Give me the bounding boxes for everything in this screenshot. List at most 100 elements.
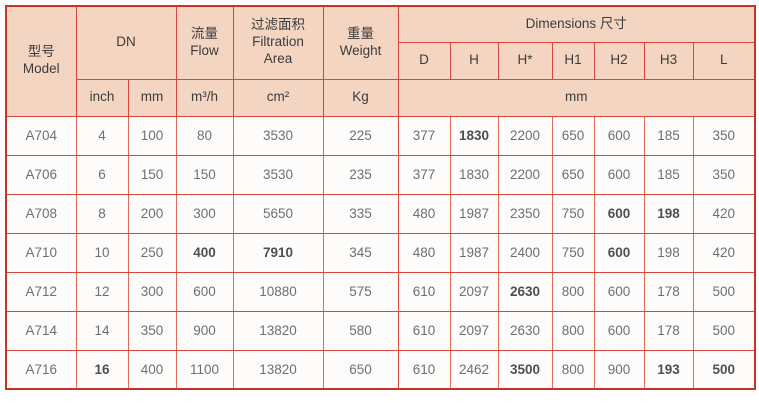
- header-model: 型号 Model: [5, 5, 77, 117]
- header-row-3: inch mm m³/h cm² Kg mm: [6, 78, 756, 117]
- unit-flow: m³/h: [175, 78, 234, 117]
- value-cell: 225: [322, 115, 399, 156]
- value-cell: 300: [175, 193, 234, 234]
- value-cell: 185: [643, 154, 694, 195]
- value-cell: 200: [127, 193, 177, 234]
- value-cell: 300: [127, 271, 177, 312]
- model-cell: A710: [5, 232, 77, 273]
- value-cell: 2400: [497, 232, 553, 273]
- value-cell: 1987: [449, 193, 499, 234]
- value-cell: 480: [397, 232, 451, 273]
- value-cell: 2200: [497, 115, 553, 156]
- value-cell: 900: [593, 349, 645, 390]
- table-row: A706 6 150 150 3530 235 377 1830 2200 650 600 185 3…: [5, 154, 756, 195]
- value-cell: 7910: [232, 232, 324, 273]
- model-cell: A706: [5, 154, 77, 195]
- value-cell: 650: [322, 349, 399, 390]
- value-cell: 600: [593, 232, 645, 273]
- value-cell: 377: [397, 115, 451, 156]
- value-cell: 1987: [449, 232, 499, 273]
- value-cell: 580: [322, 310, 399, 351]
- value-cell: 100: [127, 115, 177, 156]
- value-cell: 900: [175, 310, 234, 351]
- value-cell: 10: [75, 232, 129, 273]
- header-model-en: Model: [22, 61, 60, 77]
- value-cell: 250: [127, 232, 177, 273]
- unit-area: cm²: [232, 78, 324, 117]
- value-cell: 178: [643, 271, 694, 312]
- value-cell: 2200: [497, 154, 553, 195]
- value-cell: 600: [593, 271, 645, 312]
- value-cell: 193: [643, 349, 694, 390]
- value-cell: 420: [692, 232, 756, 273]
- table-row: A708 8 200 300 5650 335 480 1987 2350 750 600 198 4…: [5, 193, 756, 234]
- value-cell: 6: [75, 154, 129, 195]
- unit-weight: Kg: [322, 78, 399, 117]
- value-cell: 600: [593, 193, 645, 234]
- value-cell: 2350: [497, 193, 553, 234]
- model-cell: A716: [5, 349, 77, 390]
- header-weight-en: Weight: [339, 42, 382, 58]
- header-filtration-en2: Area: [263, 51, 293, 67]
- value-cell: 600: [593, 115, 645, 156]
- unit-dimensions: mm: [397, 78, 756, 117]
- value-cell: 13820: [232, 310, 324, 351]
- value-cell: 5650: [232, 193, 324, 234]
- value-cell: 575: [322, 271, 399, 312]
- value-cell: 420: [692, 193, 756, 234]
- value-cell: 600: [175, 271, 234, 312]
- table-row: A712 12 300 600 10880 575 610 2097 2630 800 600 17…: [5, 271, 756, 312]
- value-cell: 4: [75, 115, 129, 156]
- value-cell: 150: [175, 154, 234, 195]
- header-dim-d: D: [397, 41, 451, 80]
- value-cell: 500: [692, 310, 756, 351]
- value-cell: 3530: [232, 115, 324, 156]
- value-cell: 750: [551, 193, 595, 234]
- header-dim-l: L: [692, 41, 756, 80]
- unit-inch: inch: [75, 78, 129, 117]
- value-cell: 13820: [232, 349, 324, 390]
- header-model-zh: 型号: [27, 44, 55, 60]
- value-cell: 198: [643, 232, 694, 273]
- model-cell: A714: [5, 310, 77, 351]
- value-cell: 500: [692, 349, 756, 390]
- header-flow: 流量 Flow: [175, 5, 234, 80]
- header-row-1: 型号 Model DN 流量 Flow 过滤面积 Filtration Area…: [5, 5, 756, 117]
- header-flow-en: Flow: [190, 42, 219, 58]
- value-cell: 650: [551, 115, 595, 156]
- value-cell: 800: [551, 271, 595, 312]
- table-row: A710 10 250 400 7910 345 480 1987 2400 750 600 198…: [5, 232, 756, 273]
- value-cell: 1830: [449, 115, 499, 156]
- header-filtration-zh: 过滤面积: [251, 17, 305, 33]
- header-flow-zh: 流量: [191, 25, 218, 41]
- value-cell: 3530: [232, 154, 324, 195]
- value-cell: 12: [75, 271, 129, 312]
- header-weight-zh: 重量: [347, 25, 374, 41]
- model-cell: A708: [5, 193, 77, 234]
- value-cell: 8: [75, 193, 129, 234]
- header-dim-h: H: [449, 41, 499, 80]
- value-cell: 610: [397, 271, 451, 312]
- value-cell: 80: [175, 115, 234, 156]
- table-row: A704 4 100 80 3530 225 377 1830 2200 650 600 185 35…: [5, 115, 756, 156]
- value-cell: 2097: [449, 310, 499, 351]
- value-cell: 610: [397, 310, 451, 351]
- header-dim-h1: H1: [551, 41, 595, 80]
- value-cell: 1100: [175, 349, 234, 390]
- value-cell: 500: [692, 271, 756, 312]
- header-weight: 重量 Weight: [322, 5, 399, 80]
- value-cell: 2097: [449, 271, 499, 312]
- value-cell: 400: [175, 232, 234, 273]
- value-cell: 377: [397, 154, 451, 195]
- value-cell: 3500: [497, 349, 553, 390]
- header-row-2: D H H* H1 H2 H3 L: [6, 41, 756, 80]
- value-cell: 10880: [232, 271, 324, 312]
- value-cell: 800: [551, 349, 595, 390]
- value-cell: 150: [127, 154, 177, 195]
- value-cell: 235: [322, 154, 399, 195]
- model-cell: A704: [5, 115, 77, 156]
- table-row: A716 16 400 1100 13820 650 610 2462 3500 800 900 1…: [5, 349, 756, 390]
- value-cell: 800: [551, 310, 595, 351]
- value-cell: 178: [643, 310, 694, 351]
- header-dimensions: Dimensions 尺寸: [397, 5, 756, 43]
